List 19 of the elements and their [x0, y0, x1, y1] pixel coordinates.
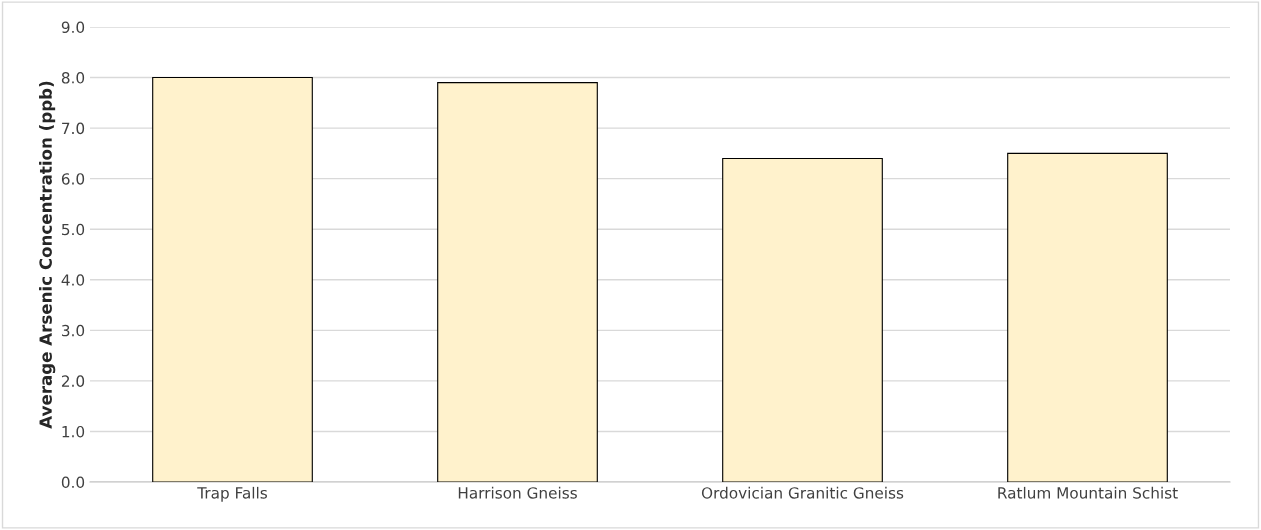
x-tick-label: Trap Falls	[197, 486, 267, 502]
y-tick-label: 4.0	[61, 274, 85, 286]
y-tick-label: 0.0	[61, 476, 85, 489]
bar	[722, 157, 883, 482]
bar	[437, 82, 598, 482]
y-tick-label: 3.0	[62, 324, 85, 337]
y-tick-label: 5.0	[62, 223, 85, 236]
bar	[152, 77, 313, 482]
y-tick-label: 1.0	[62, 425, 85, 438]
y-tick-label: 2.0	[61, 375, 85, 387]
y-tick-label: 6.0	[61, 173, 85, 185]
x-tick-label: Ratlum Mountain Schist	[998, 486, 1178, 499]
bar	[1007, 152, 1168, 482]
y-tick-label: 9.0	[61, 21, 85, 34]
x-tick-label: Ordovician Granitic Gneiss	[701, 486, 904, 499]
y-tick-label: 8.0	[61, 72, 85, 84]
x-tick-label: Harrison Gneiss	[458, 486, 577, 499]
y-axis-title: Average Arsenic Concentration (ppb)	[39, 81, 56, 429]
y-tick-label: 7.0	[62, 122, 85, 135]
